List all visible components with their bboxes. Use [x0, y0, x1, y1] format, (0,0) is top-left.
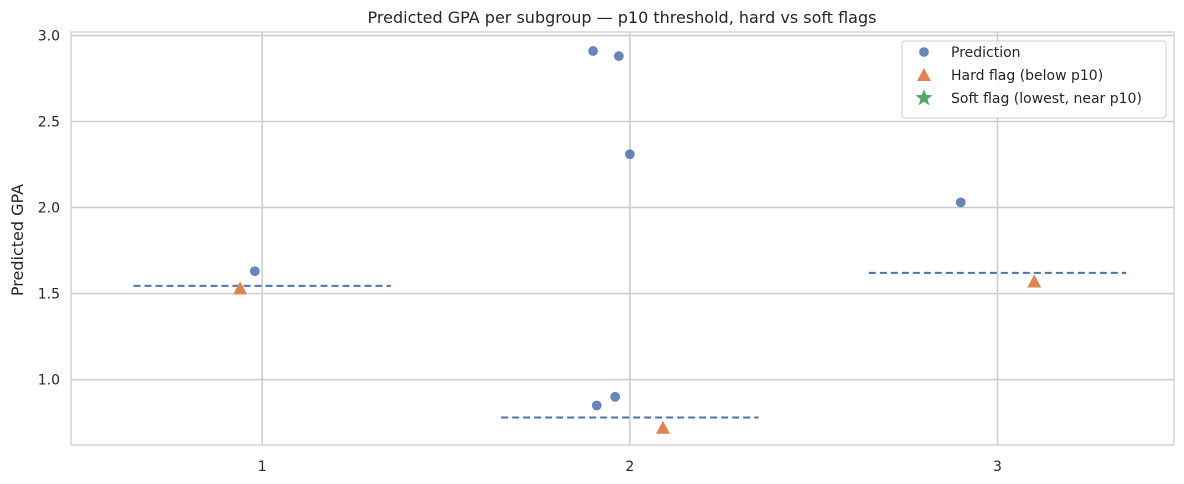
plot-frame	[70, 31, 1175, 446]
legend-hard-flag-icon	[917, 68, 931, 81]
data-marks	[233, 46, 1042, 434]
prediction-point	[588, 46, 598, 56]
legend-box	[901, 40, 1167, 119]
x-tick-label: 1	[258, 459, 267, 475]
threshold-lines	[133, 271, 1127, 419]
y-tick-label: 2.5	[38, 114, 60, 130]
prediction-point	[610, 392, 620, 402]
y-axis-label: Predicted GPA	[8, 184, 27, 296]
legend-label: Hard flag (below p10)	[951, 68, 1103, 84]
prediction-point	[591, 400, 602, 411]
legend: Prediction Hard flag (below p10) Soft flag…	[901, 40, 1167, 119]
legend-prediction-icon	[919, 47, 929, 57]
legend-items: Prediction Hard flag (below p10) Soft flag…	[915, 45, 1142, 107]
prediction-point	[955, 197, 966, 208]
legend-label: Soft flag (lowest, near p10)	[951, 91, 1142, 107]
x-tick-label: 2	[625, 459, 634, 475]
legend-soft-flag-icon	[915, 89, 933, 106]
hard-flag-marker	[1027, 274, 1042, 288]
prediction-point	[625, 149, 635, 159]
hard-flag-marker	[655, 420, 670, 434]
chart-title: Predicted GPA per subgroup — p10 thresho…	[368, 8, 877, 27]
hard-flag-marker	[233, 281, 248, 295]
legend-label: Prediction	[951, 45, 1021, 61]
y-tick-label: 2.0	[38, 201, 60, 217]
x-tick-label: 3	[993, 459, 1002, 475]
y-tick-label: 1.5	[38, 287, 60, 303]
axis-ticks: 1 2 3 1.0 1.5 2.0 2.5 3.0	[38, 28, 1002, 475]
y-tick-label: 3.0	[38, 28, 60, 44]
y-tick-label: 1.0	[38, 373, 60, 389]
prediction-point	[614, 51, 624, 61]
prediction-point	[250, 266, 260, 276]
